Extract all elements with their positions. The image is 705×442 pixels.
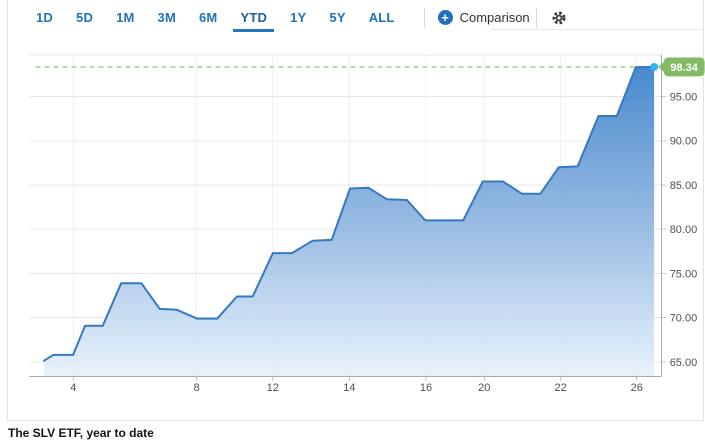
last-price-marker-dot: [650, 62, 659, 71]
toolbar-bottom-border: [491, 29, 703, 30]
range-button-6m[interactable]: 6M: [199, 10, 218, 25]
comparison-label: Comparison: [459, 10, 530, 25]
x-axis-label: 16: [420, 382, 432, 394]
range-button-1y[interactable]: 1Y: [290, 10, 307, 25]
range-button-5d[interactable]: 5D: [76, 10, 94, 25]
chart-caption: The SLV ETF, year to date: [8, 426, 154, 440]
toolbar-divider: [423, 7, 425, 28]
toolbar-divider: [535, 7, 537, 28]
gear-icon: [552, 11, 566, 24]
y-axis-label: 80.00: [670, 224, 698, 236]
y-axis-label: 95.00: [670, 91, 698, 103]
x-axis-label: 26: [631, 382, 643, 394]
range-button-ytd[interactable]: YTD: [233, 10, 274, 32]
price-area-fill: [44, 66, 655, 377]
last-price-badge-text: 98.34: [670, 62, 698, 74]
y-axis-label: 65.00: [670, 357, 698, 369]
range-toolbar: 1D 5D 1M 3M 6M YTD 1Y 5Y ALL + Compariso…: [8, 0, 703, 32]
x-axis-label: 8: [194, 382, 200, 394]
last-price-badge: [663, 57, 705, 77]
x-axis-label: 4: [70, 382, 76, 394]
range-button-1d[interactable]: 1D: [36, 10, 54, 25]
settings-button[interactable]: [551, 10, 567, 26]
range-button-5y[interactable]: 5Y: [329, 10, 346, 25]
add-comparison-icon: +: [437, 10, 453, 25]
range-button-1m[interactable]: 1M: [116, 10, 135, 25]
range-button-all[interactable]: ALL: [368, 10, 395, 25]
last-price-badge-pointer: [658, 60, 666, 73]
comparison-button[interactable]: + Comparison: [437, 10, 530, 25]
y-axis-label: 75.00: [670, 268, 698, 280]
range-button-3m[interactable]: 3M: [157, 10, 176, 25]
price-line: [43, 65, 656, 362]
y-axis-label: 90.00: [670, 136, 698, 148]
x-axis-label: 20: [478, 382, 490, 394]
price-chart[interactable]: 4 8 12 14 16 20 22 26 65.00 70.00 75.00 80.00 85.00 9…: [0, 30, 705, 421]
x-axis-label: 14: [343, 382, 355, 394]
x-axis-label: 12: [267, 382, 279, 394]
y-axis-label: 85.00: [670, 180, 698, 192]
y-axis-label: 70.00: [670, 313, 698, 325]
x-axis-label: 22: [555, 382, 567, 394]
